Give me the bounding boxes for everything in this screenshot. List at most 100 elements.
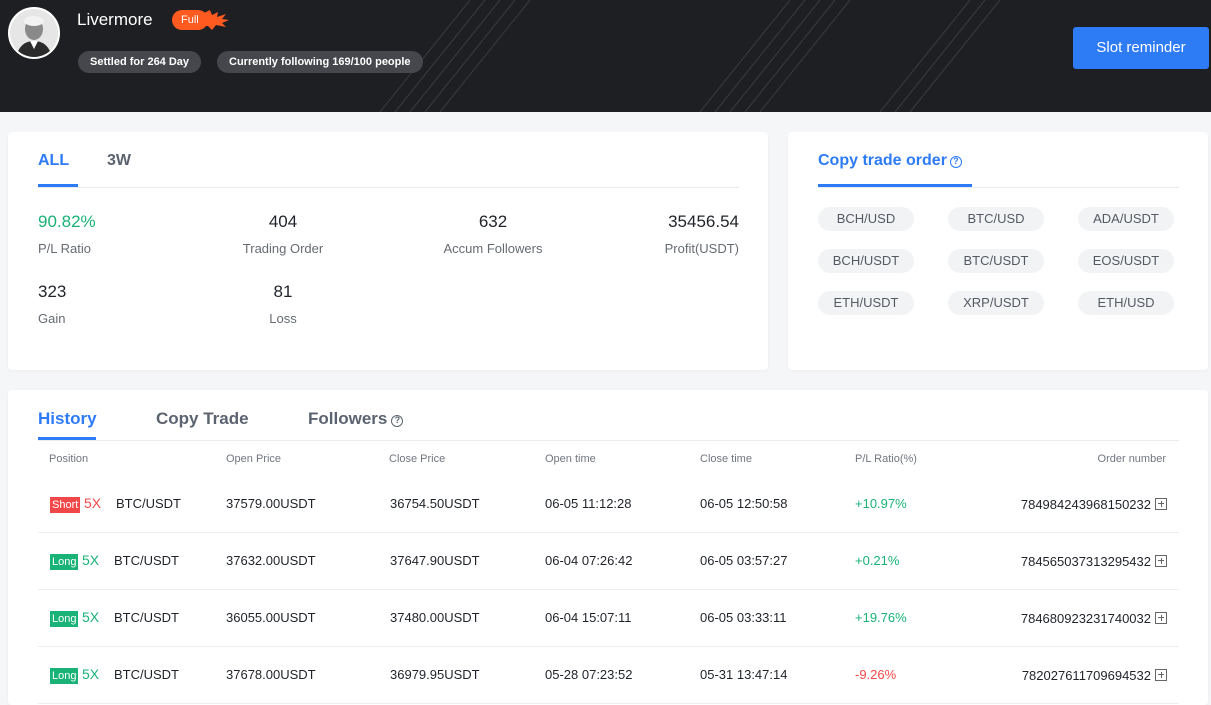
history-tabs: History Copy Trade Followers? [38,390,1179,441]
slot-reminder-button[interactable]: Slot reminder [1073,27,1209,69]
direction-badge: Long [50,611,79,627]
pair-chip[interactable]: BTC/USDT [948,249,1044,273]
stat-label: Gain [38,311,66,326]
col-close-price: Close Price [389,453,446,465]
tab-copy-trade[interactable]: Copy Trade [156,409,249,428]
copy-icon[interactable] [1155,555,1167,567]
leverage: 5X [82,552,100,568]
stat-profit: 35456.54 Profit(USDT) [608,212,739,256]
copy-trade-tabs [818,132,1179,188]
order-number: 784565037313295432 [1021,554,1167,569]
table-row[interactable]: Short 5X BTC/USDT 37579.00USDT 36754.50U… [38,476,1179,533]
open-price: 37579.00USDT [226,496,316,511]
pair-chip[interactable]: ETH/USDT [818,291,914,315]
copy-icon[interactable] [1155,498,1167,510]
col-pl-ratio: P/L Ratio(%) [855,453,917,465]
leverage: 5X [82,666,100,682]
copy-icon[interactable] [1155,612,1167,624]
tab-underline [38,437,96,440]
open-time: 06-04 07:26:42 [545,553,633,568]
tab-all[interactable]: ALL [38,152,70,169]
pl-ratio: -9.26% [855,667,897,682]
stat-value: 323 [38,282,67,301]
copy-icon[interactable] [1155,669,1167,681]
close-time: 06-05 12:50:58 [700,496,788,511]
following-count-tag: Currently following 169/100 people [217,51,423,73]
close-price: 37647.90USDT [390,553,480,568]
stat-value: 632 [478,212,508,231]
close-price: 36979.95USDT [390,667,480,682]
stats-tabs: ALL 3W [38,132,739,188]
settled-days-tag: Settled for 264 Day [78,51,202,73]
pair-chip[interactable]: ADA/USDT [1078,207,1174,231]
pair-chip[interactable]: BCH/USD [818,207,914,231]
close-time: 06-05 03:33:11 [700,610,787,625]
pair-chip[interactable]: EOS/USDT [1078,249,1174,273]
stat-value: 90.82% [38,212,96,231]
close-time: 05-31 13:47:14 [700,667,788,682]
pl-ratio: +0.21% [855,553,900,568]
stat-loss: 81 Loss [223,282,343,326]
stat-value: 404 [268,212,298,231]
open-price: 37678.00USDT [226,667,316,682]
username: Livermore [77,10,153,29]
stat-label: Profit(USDT) [664,241,739,256]
tab-followers-label: Followers [308,409,388,428]
close-price: 37480.00USDT [390,610,480,625]
copy-trade-card: Copy trade order? BCH/USD BTC/USD ADA/US… [788,132,1208,370]
order-number-value: 784565037313295432 [1020,554,1151,569]
pl-ratio: +19.76% [855,610,907,625]
tab-underline [38,184,78,187]
order-number: 782027611709694532 [1022,668,1167,683]
leverage: 5X [82,609,100,625]
direction-badge: Short [50,497,81,513]
tab-underline [818,184,972,187]
table-row[interactable]: Long 5X BTC/USDT 37632.00USDT 37647.90US… [38,533,1179,590]
tab-3w[interactable]: 3W [107,152,131,169]
copy-trade-title[interactable]: Copy trade order? [818,152,962,170]
tab-followers[interactable]: Followers? [308,409,404,429]
col-open-price: Open Price [226,453,282,465]
avatar [8,7,60,59]
stats-card: ALL 3W 90.82% P/L Ratio 404 Trading Orde… [8,132,768,370]
table-row[interactable]: Long 5X BTC/USDT 37678.00USDT 36979.95US… [38,647,1179,704]
stat-pl-ratio: 90.82% P/L Ratio [38,212,96,256]
open-time: 06-05 11:12:28 [545,496,632,511]
stat-label: Trading Order [242,241,324,256]
order-number-value: 784680923231740032 [1020,611,1151,626]
full-badge-label: Full [172,10,208,30]
pair: BTC/USDT [114,610,179,625]
direction-badge: Long [50,554,79,570]
open-time: 05-28 07:23:52 [545,667,633,682]
history-card: History Copy Trade Followers? Position O… [8,390,1208,705]
open-time: 06-04 15:07:11 [545,610,632,625]
pl-ratio: +10.97% [855,496,907,511]
stat-gain: 323 Gain [38,282,66,326]
help-icon[interactable]: ? [949,156,962,168]
close-time: 06-05 03:57:27 [700,553,788,568]
profile-header: Livermore Full Settled for 264 Day Curre… [0,0,1211,112]
pair-chip[interactable]: XRP/USDT [948,291,1044,315]
pair: BTC/USDT [116,496,181,511]
order-number-value: 784984243968150232 [1020,497,1151,512]
stat-value: 81 [273,282,293,301]
close-price: 36754.50USDT [390,496,480,511]
pair-chip[interactable]: BTC/USD [948,207,1044,231]
pair: BTC/USDT [114,553,179,568]
direction-badge: Long [50,668,79,684]
tab-history[interactable]: History [38,409,97,428]
leverage: 5X [84,495,102,511]
stat-trading-order: 404 Trading Order [223,212,343,256]
stat-label: Accum Followers [443,241,543,256]
table-row[interactable]: Long 5X BTC/USDT 36055.00USDT 37480.00US… [38,590,1179,647]
open-price: 36055.00USDT [226,610,316,625]
pair-chip[interactable]: ETH/USD [1078,291,1174,315]
col-position: Position [49,453,89,465]
open-price: 37632.00USDT [226,553,316,568]
pair-chip[interactable]: BCH/USDT [818,249,914,273]
help-icon[interactable]: ? [391,415,404,427]
order-number: 784680923231740032 [1021,611,1167,626]
stat-label: P/L Ratio [38,241,91,256]
order-number: 784984243968150232 [1021,497,1167,512]
pair: BTC/USDT [114,667,179,682]
